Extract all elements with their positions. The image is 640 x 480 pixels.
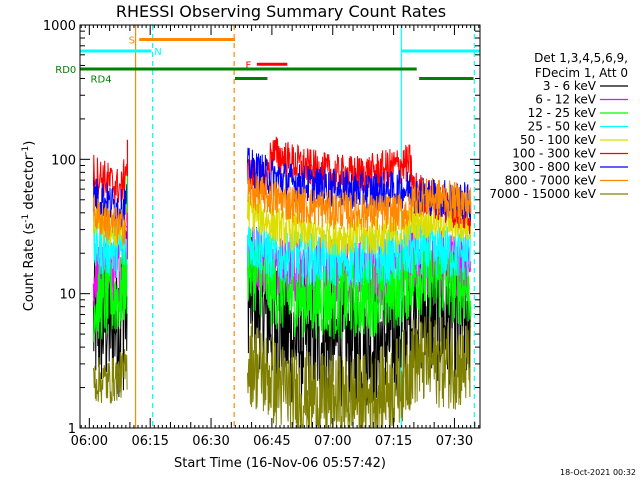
series-line-6-seg2 [247, 147, 472, 221]
flag-label-n: N [154, 47, 161, 58]
flag-label-f: F [246, 60, 252, 71]
series-line-3-seg2 [247, 221, 471, 287]
legend-label-3: 25 - 50 keV [528, 120, 597, 134]
x-tick-label: 06:00 [71, 434, 108, 449]
chart-title: RHESSI Observing Summary Count Rates [116, 2, 446, 21]
series-line-4-seg2 [247, 192, 472, 256]
x-axis-label: Start Time (16-Nov-06 05:57:42) [174, 456, 386, 471]
x-tick-label: 07:30 [436, 434, 473, 449]
series-line-3-seg1 [92, 220, 128, 278]
legend-label-7: 800 - 7000 keV [505, 174, 597, 188]
series-line-5-seg1 [92, 154, 128, 204]
y-tick-label: 1 [68, 422, 76, 437]
y-tick-label: 100 [51, 153, 76, 168]
series-line-2-seg1 [92, 248, 128, 343]
flag-bars: S N F RD0 RD4 [55, 35, 480, 85]
x-axis-ticks: 06:00 06:15 06:30 06:45 07:00 07:15 07:30 [71, 25, 480, 449]
flag-label-rd0: RD0 [55, 65, 76, 76]
series-line-7-seg2 [247, 173, 472, 233]
x-tick-label: 06:15 [131, 434, 168, 449]
legend-label-6: 300 - 800 keV [512, 160, 596, 174]
x-tick-label: 06:45 [253, 434, 290, 449]
legend-header-line-2: FDecim 1, Att 0 [535, 66, 628, 80]
series-line-7-seg1 [92, 194, 128, 246]
flag-label-rd4: RD4 [91, 74, 112, 85]
series-line-8-seg2 [247, 316, 472, 428]
x-tick-label: 07:15 [375, 434, 412, 449]
legend-label-5: 100 - 300 keV [512, 147, 596, 161]
legend: Det 1,3,4,5,6,9, FDecim 1, Att 0 3 - 6 k… [489, 51, 628, 201]
legend-header-line-1: Det 1,3,4,5,6,9, [534, 51, 628, 65]
series-line-8-seg1 [92, 348, 128, 404]
y-tick-label: 1000 [43, 19, 76, 34]
legend-label-2: 12 - 25 keV [528, 106, 597, 120]
series-lines [92, 136, 472, 428]
legend-label-4: 50 - 100 keV [520, 133, 597, 147]
flag-label-s: S [129, 35, 135, 46]
footer-date: 18-Oct-2021 00:32 [560, 468, 636, 477]
y-tick-label: 10 [59, 288, 76, 303]
x-tick-label: 06:30 [192, 434, 229, 449]
legend-label-8: 7000 - 15000 keV [489, 187, 596, 201]
legend-label-1: 6 - 12 keV [535, 93, 597, 107]
y-axis-label: Count Rate (s-1 detector-1) [21, 141, 37, 312]
x-tick-label: 07:00 [314, 434, 351, 449]
legend-label-0: 3 - 6 keV [543, 79, 597, 93]
